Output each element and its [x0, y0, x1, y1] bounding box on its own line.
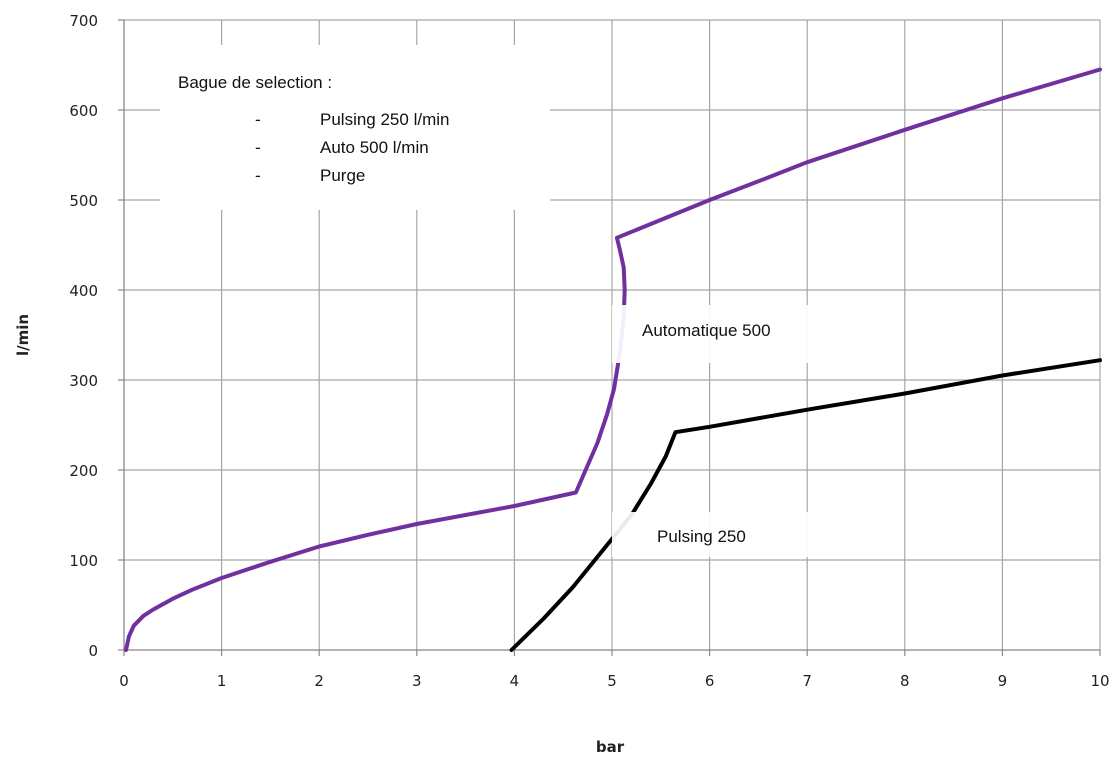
selection-ring-item-1: Pulsing 250 l/min [320, 110, 449, 129]
y-tick-label: 300 [69, 372, 98, 390]
y-tick-label: 200 [69, 462, 98, 480]
x-tick-label: 10 [1090, 672, 1109, 690]
selection-ring-title: Bague de selection : [178, 73, 332, 92]
pulsing-250-label: Pulsing 250 [657, 527, 746, 546]
selection-ring-item-2: Auto 500 l/min [320, 138, 429, 157]
y-tick-label: 400 [69, 282, 98, 300]
x-tick-label: 7 [802, 672, 812, 690]
automatique-label-bg [612, 305, 812, 363]
selection-ring-box-bg [160, 45, 550, 210]
y-tick-label: 700 [69, 12, 98, 30]
x-tick-label: 3 [412, 672, 422, 690]
x-tick-label: 4 [510, 672, 520, 690]
y-axis-label: l/min [14, 314, 32, 356]
pulsing-label-bg [612, 512, 812, 557]
y-tick-label: 600 [69, 102, 98, 120]
x-tick-label: 1 [217, 672, 227, 690]
curve-labels: Automatique 500 Pulsing 250 [612, 305, 812, 557]
y-tick-label: 100 [69, 552, 98, 570]
x-tick-label: 8 [900, 672, 910, 690]
y-tick-label: 0 [88, 642, 98, 660]
x-tick-label: 6 [705, 672, 715, 690]
selection-ring-dash-1: - [255, 110, 261, 129]
x-tick-labels: 0 1 2 3 4 5 6 7 8 9 10 [119, 672, 1109, 690]
automatique-500-label: Automatique 500 [642, 321, 771, 340]
selection-ring-dash-2: - [255, 138, 261, 157]
pulsing-250-curve [509, 358, 1102, 652]
selection-ring-dash-3: - [255, 166, 261, 185]
selection-ring-item-3: Purge [320, 166, 365, 185]
y-tick-label: 500 [69, 192, 98, 210]
axes [118, 19, 1101, 656]
series [124, 67, 1102, 652]
x-axis-label: bar [596, 738, 625, 756]
y-tick-labels: 0 100 200 300 400 500 600 700 [69, 12, 98, 660]
x-tick-label: 9 [998, 672, 1008, 690]
x-tick-label: 2 [314, 672, 324, 690]
automatique-500-curve [124, 67, 1102, 652]
x-tick-label: 5 [607, 672, 617, 690]
selection-ring-box: Bague de selection : - Pulsing 250 l/min… [160, 45, 550, 210]
x-tick-label: 0 [119, 672, 129, 690]
